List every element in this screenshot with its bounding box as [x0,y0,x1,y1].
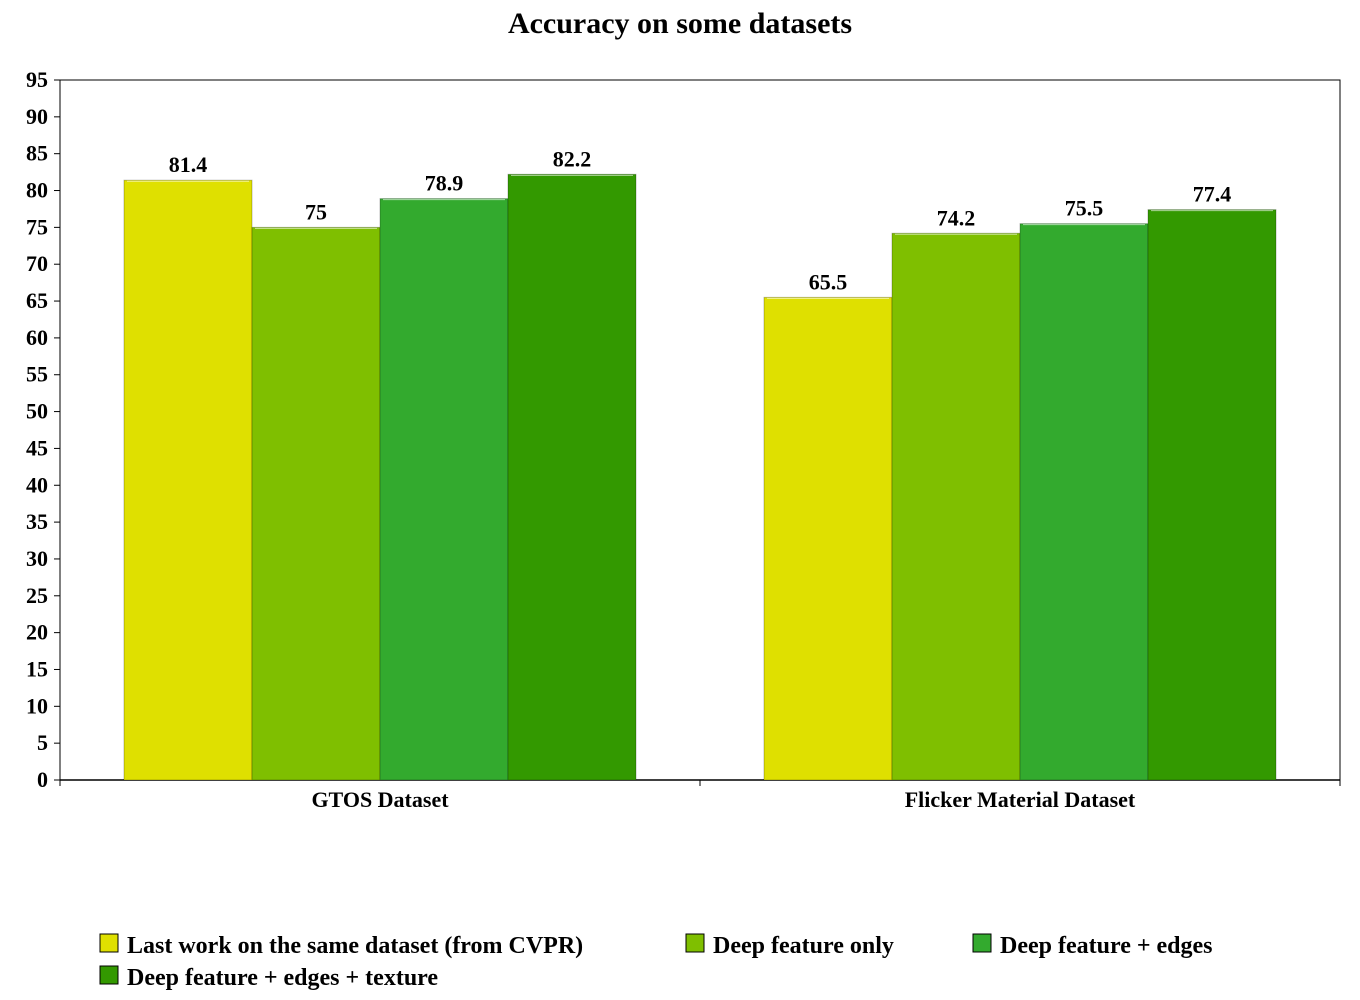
y-tick-label: 45 [26,435,48,460]
legend-swatch [99,965,119,985]
y-tick-label: 10 [26,693,48,718]
bar [891,232,1021,781]
y-tick-label: 95 [26,67,48,92]
data-label: 74.2 [937,205,976,230]
data-label: 75 [305,199,327,224]
data-labels: 81.4 65.5 75 74.2 78.9 75.5 82.2 77.4 [169,146,1232,294]
data-label: 65.5 [809,269,848,294]
bars [123,173,1277,781]
y-tick-label: 70 [26,251,48,276]
x-axis: GTOS Dataset Flicker Material Dataset [59,779,1341,812]
legend-label: Deep feature only [713,933,894,959]
bar [507,173,637,781]
data-label: 78.9 [425,171,464,196]
y-tick-label: 60 [26,325,48,350]
bar [251,226,381,781]
chart-title: Accuracy on some datasets [508,7,852,40]
legend-swatch [99,933,119,953]
bar [123,179,253,781]
y-tick-label: 80 [26,178,48,203]
bar [379,198,509,781]
y-tick-label: 20 [26,620,48,645]
x-category-label: GTOS Dataset [311,787,449,812]
y-tick-label: 5 [37,730,48,755]
legend-swatch [972,933,992,953]
y-tick-label: 85 [26,141,48,166]
data-label: 77.4 [1193,182,1232,207]
bar [1147,209,1277,781]
y-tick-label: 25 [26,583,48,608]
y-tick-label: 50 [26,399,48,424]
legend: Last work on the same dataset (from CVPR… [99,933,1213,991]
y-tick-label: 30 [26,546,48,571]
data-label: 81.4 [169,152,208,177]
legend-label: Deep feature + edges [1000,933,1213,959]
y-tick-label: 75 [26,214,48,239]
bar [763,296,893,781]
bar [1019,223,1149,781]
data-label: 75.5 [1065,196,1104,221]
y-tick-label: 40 [26,472,48,497]
legend-swatch [685,933,705,953]
legend-label: Last work on the same dataset (from CVPR… [127,933,583,959]
y-tick-label: 90 [26,104,48,129]
data-label: 82.2 [553,146,592,171]
y-tick-label: 65 [26,288,48,313]
y-tick-label: 0 [37,767,48,792]
x-category-label: Flicker Material Dataset [905,787,1136,812]
y-tick-label: 55 [26,362,48,387]
y-tick-label: 35 [26,509,48,534]
legend-label: Deep feature + edges + texture [127,965,438,991]
y-tick-label: 15 [26,656,48,681]
y-axis: 0 5 10 15 20 25 30 35 40 45 50 55 60 65 70 75 80 85 90 95 [26,67,60,792]
